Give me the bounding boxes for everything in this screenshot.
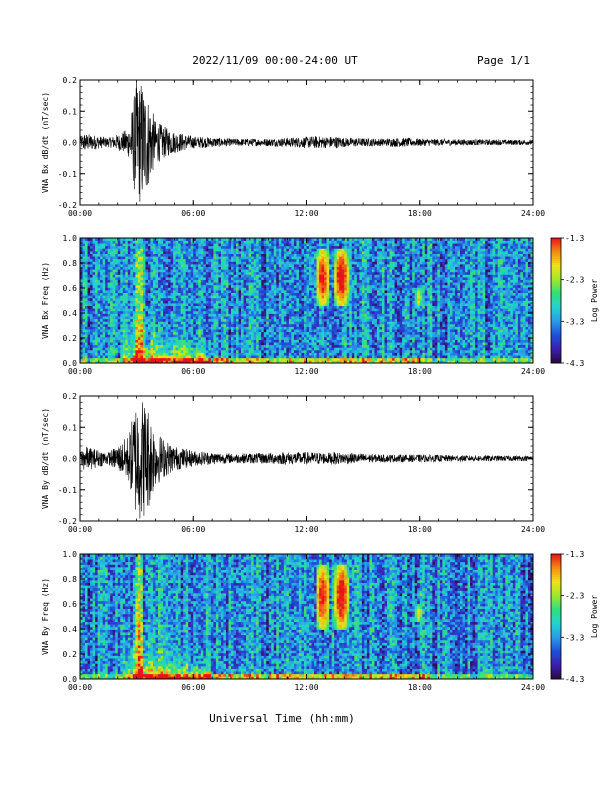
x-tick-label: 06:00 — [181, 683, 205, 692]
x-tick-label: 06:00 — [181, 367, 205, 376]
y-tick-label: 0.6 — [63, 600, 78, 609]
x-tick-label: 00:00 — [68, 525, 92, 534]
y-tick-label: -0.2 — [58, 201, 77, 210]
y-tick-label: 0.2 — [63, 76, 78, 85]
x-tick-label: 18:00 — [408, 367, 432, 376]
y-tick-label: 0.2 — [63, 392, 78, 401]
y-tick-label: 1.0 — [63, 234, 78, 243]
colorbar-tick-label: -1.3 — [565, 234, 584, 243]
y-tick-label: 0.6 — [63, 284, 78, 293]
colorbar-tick-label: -4.3 — [565, 675, 584, 684]
y-tick-label: 0.0 — [63, 675, 78, 684]
y-tick-label: 0.1 — [63, 423, 78, 432]
x-tick-label: 12:00 — [294, 525, 318, 534]
colorbar-tick-label: -2.3 — [565, 592, 584, 601]
x-tick-label: 12:00 — [294, 683, 318, 692]
x-tick-label: 24:00 — [521, 367, 545, 376]
panel-3: 00:00 06:00 12:00 18:00 24:00 0.2 0.1 0.0 -0.1 -0… — [41, 392, 545, 534]
panel-1: 00:00 06:00 12:00 18:00 24:00 0.2 0.1 0.0 -0.1 -0… — [41, 76, 545, 218]
x-tick-label: 12:00 — [294, 209, 318, 218]
y-tick-label: 0.8 — [63, 575, 78, 584]
panel-2: -1.3 -2.3 -3.3 -4.3 Log Power 00:00 06:00 12:00… — [41, 234, 599, 376]
panel-4: -1.3 -2.3 -3.3 -4.3 Log Power 00:00 06:00 12:00… — [41, 550, 599, 692]
series-trace-1 — [80, 80, 533, 202]
x-tick-label: 12:00 — [294, 367, 318, 376]
colorbar-tick-label: -3.3 — [565, 317, 584, 326]
x-tick-label: 24:00 — [521, 209, 545, 218]
y-axis-title: VNA By Freq (Hz) — [41, 578, 50, 655]
x-tick-label: 00:00 — [68, 683, 92, 692]
y-tick-label: 0.2 — [63, 650, 78, 659]
y-tick-label: 0.4 — [63, 309, 78, 318]
y-tick-label: 0.8 — [63, 259, 78, 268]
x-tick-label: 00:00 — [68, 367, 92, 376]
colorbar-label: Log Power — [590, 595, 599, 639]
y-axis-title: VNA Bx dB/dt (nT/sec) — [41, 92, 50, 193]
y-tick-label: -0.1 — [58, 486, 77, 495]
x-tick-label: 24:00 — [521, 683, 545, 692]
colorbar-tick-label: -2.3 — [565, 276, 584, 285]
y-axis-title: VNA Bx Freq (Hz) — [41, 262, 50, 339]
colorbar-tick-label: -3.3 — [565, 633, 584, 642]
x-axis-title: Universal Time (hh:mm) — [209, 712, 355, 725]
colorbar-4: -1.3 -2.3 -3.3 -4.3 Log Power — [550, 550, 599, 684]
y-tick-label: 0.2 — [63, 334, 78, 343]
y-tick-label: 1.0 — [63, 550, 78, 559]
x-tick-label: 06:00 — [181, 209, 205, 218]
panels: 00:00 06:00 12:00 18:00 24:00 0.2 0.1 0.0 -0.1 -0… — [41, 76, 599, 692]
x-tick-label: 00:00 — [68, 209, 92, 218]
x-tick-label: 06:00 — [181, 525, 205, 534]
y-tick-label: 0.4 — [63, 625, 78, 634]
series-trace-3 — [80, 402, 533, 519]
colorbar-tick-label: -1.3 — [565, 550, 584, 559]
spectrogram-4 — [80, 554, 533, 679]
colorbar-label: Log Power — [590, 279, 599, 323]
x-tick-label: 18:00 — [408, 209, 432, 218]
y-tick-label: -0.2 — [58, 517, 77, 526]
page-indicator: Page 1/1 — [477, 54, 530, 67]
y-axis-title: VNA By dB/dt (nT/sec) — [41, 408, 50, 509]
figure-title: 2022/11/09 00:00-24:00 UT — [192, 54, 358, 67]
x-tick-label: 18:00 — [408, 525, 432, 534]
x-tick-label: 24:00 — [521, 525, 545, 534]
y-tick-label: 0.1 — [63, 107, 78, 116]
y-tick-label: -0.1 — [58, 170, 77, 179]
x-tick-label: 18:00 — [408, 683, 432, 692]
y-tick-label: 0.0 — [63, 139, 78, 148]
spectrogram-2 — [80, 238, 533, 363]
y-tick-label: 0.0 — [63, 359, 78, 368]
colorbar-2: -1.3 -2.3 -3.3 -4.3 Log Power — [550, 234, 599, 368]
y-tick-label: 0.0 — [63, 455, 78, 464]
colorbar-tick-label: -4.3 — [565, 359, 584, 368]
